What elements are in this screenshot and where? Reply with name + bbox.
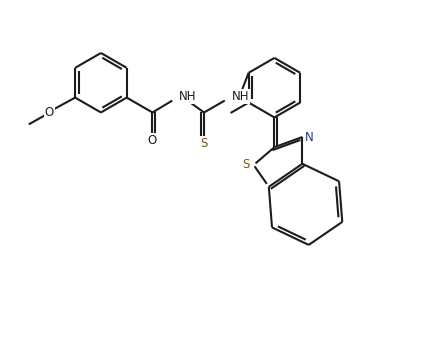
Text: S: S: [242, 158, 249, 171]
Text: NH: NH: [179, 90, 196, 103]
Text: N: N: [304, 131, 313, 143]
Text: O: O: [147, 134, 157, 147]
Text: S: S: [200, 137, 207, 150]
Text: NH: NH: [231, 90, 249, 103]
Text: O: O: [45, 106, 54, 119]
